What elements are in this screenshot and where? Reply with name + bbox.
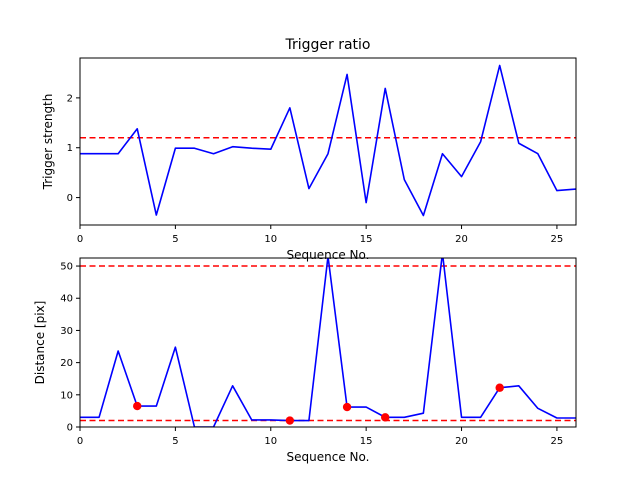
y-tick-label: 30 [60, 326, 73, 337]
x-tick-label: 10 [264, 234, 277, 245]
plot-area [80, 64, 576, 217]
subplot-2: 0 5 10 15 20 25 0 10 20 30 40 50 Sequence No. Distanc… [33, 257, 577, 464]
marker-point-5 [495, 383, 504, 392]
x-tick-label: 25 [551, 234, 564, 245]
chart-title: Trigger ratio [284, 37, 370, 53]
y-tick-label: 40 [60, 294, 73, 305]
y-tick-label: 2 [67, 93, 73, 104]
marker-point-4 [381, 413, 390, 422]
x-tick-label: 20 [455, 234, 468, 245]
x-tick-label: 0 [77, 436, 83, 447]
marker-point-1 [133, 401, 142, 411]
y-axis-label: Trigger strength [41, 94, 55, 191]
y-tick-label: 50 [60, 262, 73, 273]
y-axis-label: Distance [pix] [33, 301, 47, 385]
plot-area [80, 258, 576, 427]
y-tick-label: 1 [67, 143, 73, 154]
x-tick-label: 15 [360, 234, 373, 245]
x-tick-label: 0 [77, 234, 83, 245]
x-tick-label: 5 [172, 234, 178, 245]
y-tick-label: 10 [60, 390, 73, 401]
x-tick-label: 10 [264, 436, 277, 447]
y-tick-label: 0 [67, 423, 73, 434]
axes-frame [79, 57, 577, 226]
series-line-1 [80, 64, 576, 217]
x-tick-label: 5 [172, 436, 178, 447]
series-line-1 [80, 258, 576, 427]
x-tick-label: 20 [455, 436, 468, 447]
y-tick-label: 20 [60, 358, 73, 369]
axes-frame [79, 257, 577, 428]
y-tick-label: 0 [67, 193, 73, 204]
x-axis-label: Sequence No. [287, 450, 370, 464]
x-tick-label: 15 [360, 436, 373, 447]
marker-point-2 [285, 416, 295, 425]
marker-point-3 [342, 402, 352, 412]
x-tick-label: 25 [551, 436, 564, 447]
